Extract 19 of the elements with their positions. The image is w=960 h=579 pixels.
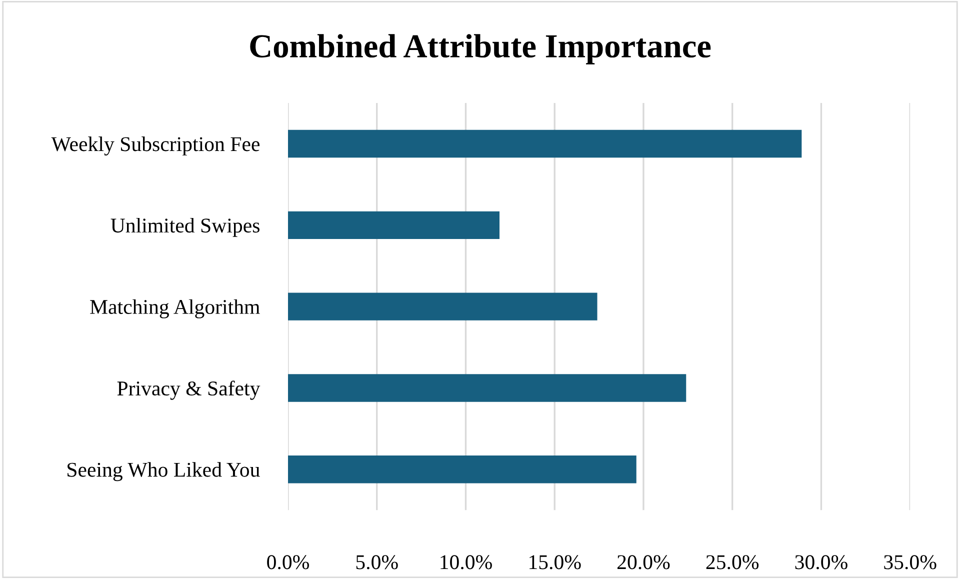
bar [288, 456, 636, 484]
bar [288, 130, 802, 158]
y-tick-label: Matching Algorithm [90, 299, 260, 318]
x-tick-label: 35.0% [884, 555, 936, 570]
x-tick-label: 25.0% [706, 555, 759, 570]
y-tick-label: Weekly Subscription Fee [51, 136, 260, 156]
y-tick-label: Unlimited Swipes [110, 218, 260, 237]
bar [288, 211, 500, 240]
x-tick-label: 0.0% [267, 555, 309, 570]
y-tick-label: Seeing Who Liked You [68, 462, 260, 482]
x-tick-label: 5.0% [356, 555, 398, 570]
x-tick-label: 20.0% [617, 555, 670, 570]
x-tick-label: 15.0% [530, 555, 581, 570]
x-tick-label: 30.0% [795, 555, 848, 570]
x-tick-label: 10.0% [440, 555, 492, 570]
chart-title: Combined Attribute Importance [250, 34, 711, 64]
bar [288, 292, 598, 320]
y-tick-label: Privacy & Safety [117, 380, 260, 400]
bar [288, 374, 686, 402]
